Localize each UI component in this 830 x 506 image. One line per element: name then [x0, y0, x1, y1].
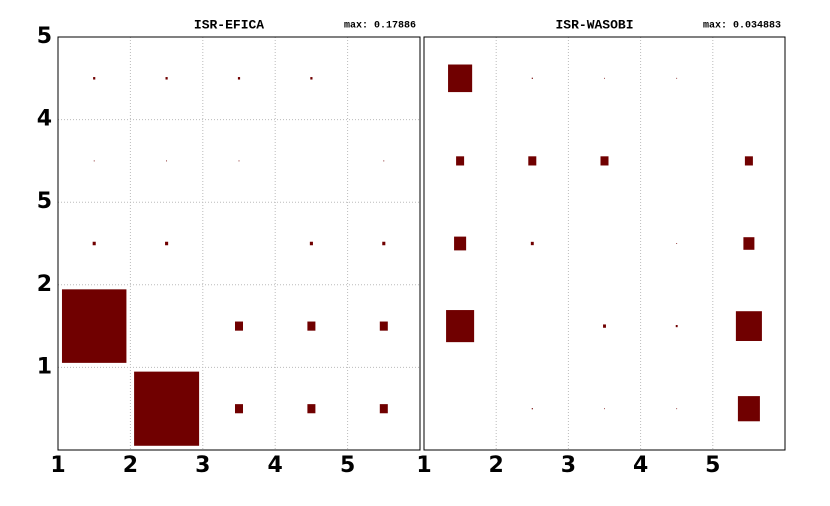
cell-square — [603, 324, 606, 328]
cell-square — [166, 160, 168, 162]
x-tick-label: 2 — [123, 453, 138, 478]
cell-square — [676, 77, 678, 79]
chart-title: ISR-WASOBI — [555, 17, 633, 32]
cell-square — [676, 243, 678, 244]
cell-square — [92, 241, 96, 246]
plot-frame — [423, 36, 786, 451]
y-tick-label: 5 — [37, 189, 52, 214]
x-tick-label: 3 — [195, 453, 210, 478]
max-annotation: max: 0.034883 — [703, 21, 781, 32]
x-tick-label: 3 — [561, 453, 576, 478]
cell-square — [93, 77, 96, 80]
cell-square — [234, 321, 244, 331]
cell-square — [743, 237, 755, 250]
plot-frame — [57, 36, 421, 451]
cell-square — [134, 371, 200, 446]
cell-square — [379, 321, 388, 331]
cell-square — [238, 160, 240, 162]
x-tick-label: 1 — [416, 453, 431, 478]
cell-square — [446, 310, 475, 343]
cell-square — [604, 77, 605, 79]
x-tick-label: 2 — [489, 453, 504, 478]
cell-square — [165, 241, 169, 246]
cell-square — [382, 241, 386, 246]
cell-square — [310, 77, 313, 80]
cell-square — [61, 289, 127, 363]
cell-square — [531, 408, 533, 410]
cell-square — [307, 404, 316, 414]
cell-square — [676, 408, 678, 410]
cell-square — [604, 408, 605, 410]
cell-square — [448, 64, 473, 93]
cell-square — [675, 325, 678, 328]
plot-area — [424, 37, 785, 450]
panel: 1 2 3 4 5 ISR-WASOBI max: 0.034883 — [416, 17, 786, 478]
cell-square — [307, 321, 316, 331]
cell-square — [744, 156, 753, 166]
x-tick-label: 5 — [340, 453, 355, 478]
cell-square — [530, 241, 534, 246]
cell-square — [454, 236, 467, 251]
cell-square — [379, 404, 388, 414]
cell-square — [237, 77, 241, 80]
y-tick-label: 4 — [37, 107, 52, 132]
cell-square — [737, 396, 760, 422]
cell-square — [165, 77, 168, 80]
x-tick-label: 5 — [705, 453, 720, 478]
cell-square — [93, 160, 95, 162]
y-tick-label: 1 — [37, 354, 52, 379]
y-tick-label: 2 — [37, 272, 52, 297]
plot-area — [58, 37, 420, 450]
cell-square — [456, 156, 465, 166]
panel: 1 2 3 4 5 1 2 5 4 5 ISR-EFICA max: 0.17886 — [37, 17, 421, 478]
cell-square — [528, 156, 537, 166]
cell-square — [234, 404, 244, 414]
x-tick-label: 4 — [268, 453, 283, 478]
chart-title: ISR-EFICA — [194, 17, 264, 32]
x-tick-label: 4 — [633, 453, 648, 478]
cell-square — [531, 77, 533, 79]
cell-square — [735, 311, 762, 341]
y-tick-label: 5 — [37, 24, 52, 49]
max-annotation: max: 0.17886 — [344, 21, 416, 32]
cell-square — [600, 156, 609, 166]
cell-square — [309, 241, 313, 246]
x-tick-label: 1 — [50, 453, 65, 478]
cell-square — [383, 160, 385, 162]
